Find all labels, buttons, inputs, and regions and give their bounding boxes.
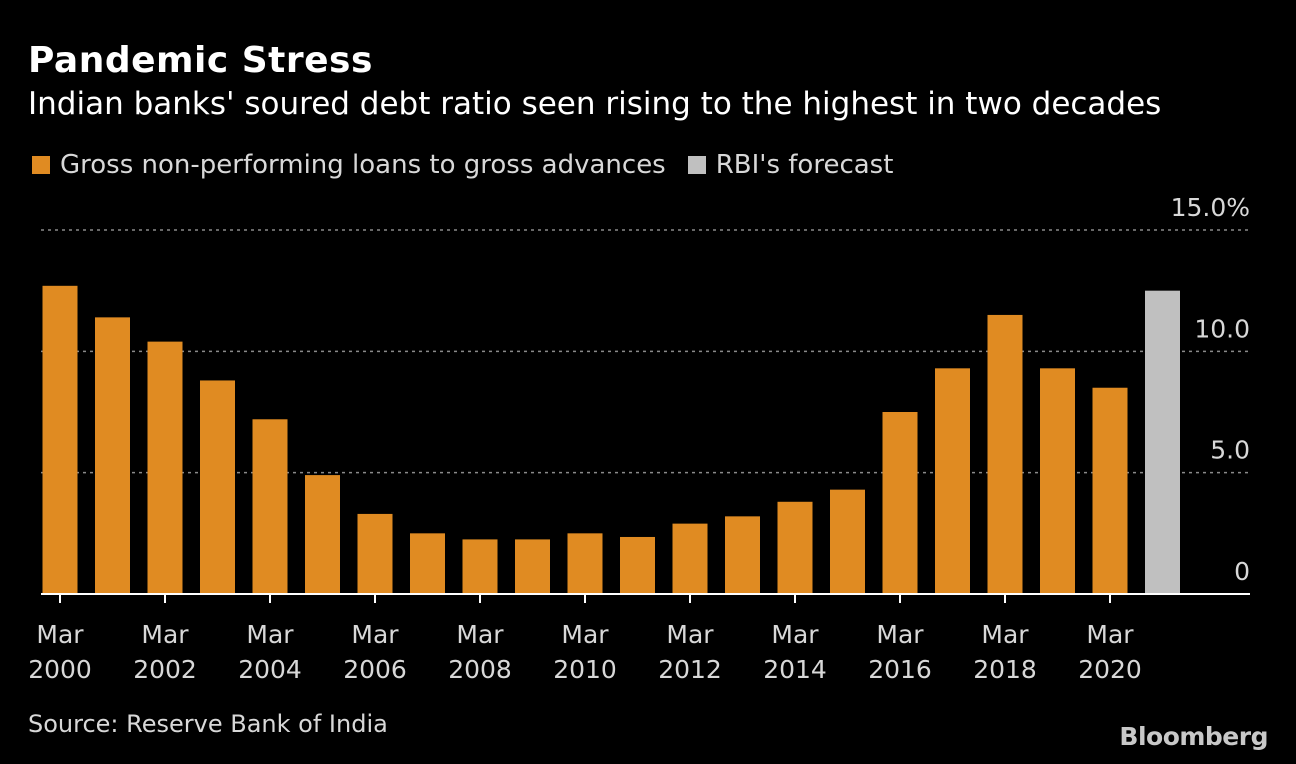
chart-subtitle: Indian banks' soured debt ratio seen ris… xyxy=(28,86,1162,122)
x-tick-label: 2012 xyxy=(658,655,722,684)
x-tick-label: 2006 xyxy=(343,655,407,684)
bar-actual xyxy=(935,368,970,594)
x-tick-label: Mar xyxy=(981,620,1029,649)
y-tick-label: 10.0 xyxy=(1194,314,1250,343)
legend-label-forecast: RBI's forecast xyxy=(715,150,894,180)
bar-actual xyxy=(1040,368,1075,594)
x-tick-label: Mar xyxy=(246,620,294,649)
legend-swatch-forecast xyxy=(687,156,706,174)
legend-swatch-actual xyxy=(32,156,50,174)
bar-actual xyxy=(305,475,340,594)
legend-item-forecast: RBI's forecast xyxy=(687,150,894,180)
x-tick-label: 2004 xyxy=(238,655,302,684)
x-tick-label: 2000 xyxy=(28,655,92,684)
x-tick-label: 2002 xyxy=(133,655,197,684)
bar-actual xyxy=(357,513,393,594)
y-tick-label: 5.0 xyxy=(1210,436,1250,465)
y-tick-label: 0 xyxy=(1234,557,1250,586)
bar-actual xyxy=(1092,387,1128,594)
legend: Gross non-performing loans to gross adva… xyxy=(32,150,915,180)
bar-actual xyxy=(200,380,235,594)
bar-actual xyxy=(987,314,1023,594)
x-tick-label: 2016 xyxy=(868,655,932,684)
x-tick-label: 2010 xyxy=(553,655,617,684)
bar-actual xyxy=(515,539,550,594)
bar-actual xyxy=(147,341,183,594)
legend-item-actual: Gross non-performing loans to gross adva… xyxy=(32,150,666,180)
y-tick-label: 15.0% xyxy=(1171,193,1250,222)
x-tick-label: Mar xyxy=(876,620,924,649)
x-tick-label: Mar xyxy=(1086,620,1134,649)
x-tick-label: 2018 xyxy=(973,655,1037,684)
x-tick-label: Mar xyxy=(141,620,189,649)
x-tick-label: Mar xyxy=(351,620,399,649)
bar-actual xyxy=(462,539,498,594)
x-tick-label: Mar xyxy=(771,620,819,649)
x-tick-label: 2008 xyxy=(448,655,512,684)
legend-label-actual: Gross non-performing loans to gross adva… xyxy=(60,150,666,180)
bar-forecast xyxy=(1145,290,1180,594)
bar-actual xyxy=(252,419,288,594)
x-tick-label: 2020 xyxy=(1078,655,1142,684)
bar-actual xyxy=(672,523,708,594)
bar-actual xyxy=(567,533,603,594)
bar-actual xyxy=(725,516,760,594)
bloomberg-logo: Bloomberg xyxy=(1119,722,1268,751)
bar-actual xyxy=(830,489,865,594)
bar-actual xyxy=(95,317,130,594)
x-tick-label: Mar xyxy=(456,620,504,649)
bar-actual xyxy=(410,533,445,594)
x-tick-label: Mar xyxy=(36,620,84,649)
x-tick-label: 2014 xyxy=(763,655,827,684)
bar-actual xyxy=(42,285,78,594)
chart-title: Pandemic Stress xyxy=(28,40,373,81)
x-tick-label: Mar xyxy=(561,620,609,649)
bar-actual xyxy=(620,536,655,594)
bar-actual xyxy=(777,501,813,594)
source-note: Source: Reserve Bank of India xyxy=(28,710,388,738)
x-tick-label: Mar xyxy=(666,620,714,649)
bar-actual xyxy=(882,412,918,594)
